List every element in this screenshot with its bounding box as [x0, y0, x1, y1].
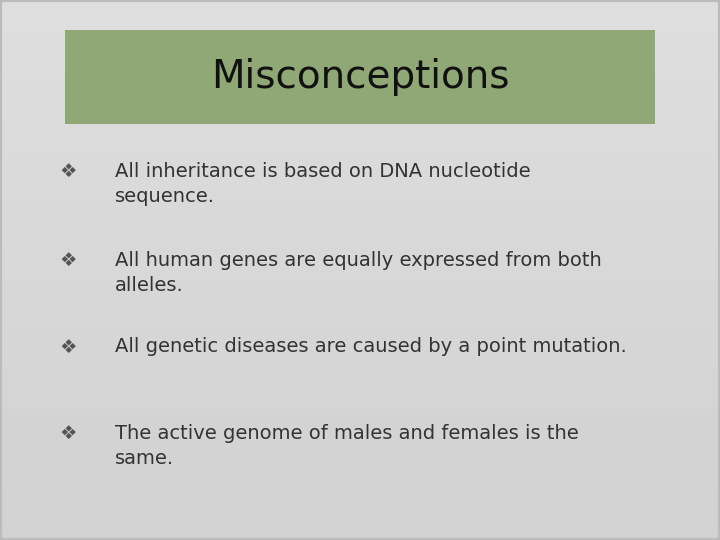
Text: All inheritance is based on DNA nucleotide
sequence.: All inheritance is based on DNA nucleoti… [115, 162, 531, 206]
Text: The active genome of males and females is the
same.: The active genome of males and females i… [115, 424, 579, 468]
Text: All human genes are equally expressed from both
alleles.: All human genes are equally expressed fr… [115, 251, 602, 295]
Text: ❖: ❖ [60, 338, 77, 356]
Bar [65, 30, 655, 124]
Text: All genetic diseases are caused by a point mutation.: All genetic diseases are caused by a poi… [115, 338, 627, 356]
Text: ❖: ❖ [60, 162, 77, 181]
Text: ❖: ❖ [60, 251, 77, 270]
Text: Misconceptions: Misconceptions [211, 58, 509, 96]
Text: ❖: ❖ [60, 424, 77, 443]
